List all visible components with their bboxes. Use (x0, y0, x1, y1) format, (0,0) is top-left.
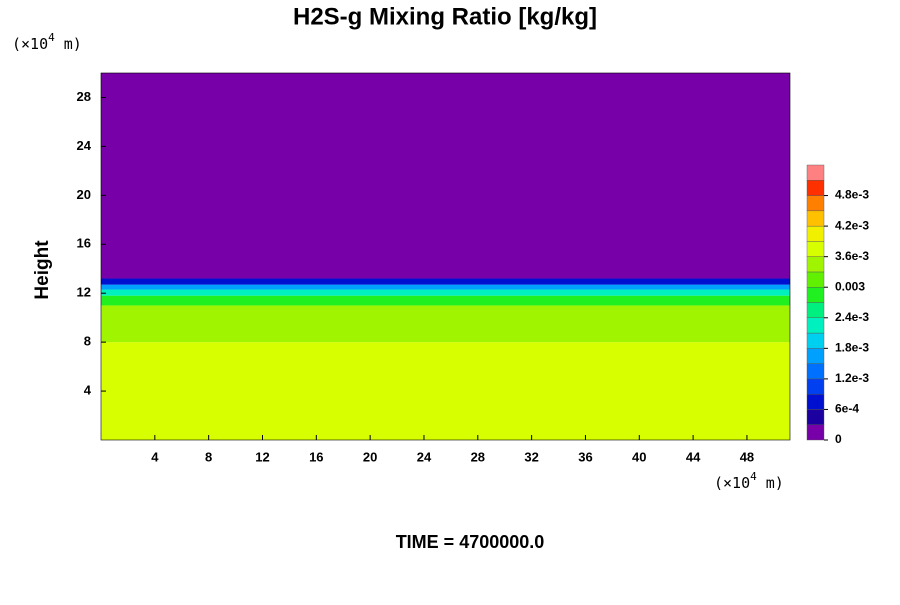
x-tick-label: 28 (471, 449, 485, 464)
y-axis-label: Height (32, 240, 53, 300)
colorbar-swatch (806, 348, 825, 364)
contour-band (101, 305, 790, 343)
unit-exp: 4 (750, 470, 757, 483)
colorbar-label: 0 (835, 432, 842, 446)
contour-band (101, 73, 790, 279)
y-tick-label: 28 (77, 89, 91, 104)
plot-frame (100, 72, 791, 441)
chart-title: H2S-g Mixing Ratio [kg/kg] (293, 3, 597, 30)
colorbar-label: 2.4e-3 (835, 310, 869, 324)
time-label: TIME = 4700000.0 (396, 532, 545, 552)
y-tick-label: 16 (77, 236, 91, 251)
x-tick-label: 36 (578, 449, 592, 464)
unit-exp: 4 (48, 31, 55, 44)
colorbar-swatch (806, 317, 825, 334)
unit-rest: m) (55, 35, 82, 53)
colorbar-label: 1.2e-3 (835, 371, 869, 385)
y-tick-label: 12 (77, 285, 91, 300)
unit-rest: m) (757, 474, 784, 492)
colorbar-swatch (806, 256, 825, 273)
y-tick-label: 20 (77, 187, 91, 202)
x-tick-label: 4 (151, 449, 159, 464)
colorbar-label: 1.8e-3 (835, 341, 869, 355)
colorbar-label: 4.2e-3 (835, 218, 869, 232)
x-tick-label: 8 (205, 449, 212, 464)
x-tick-label: 12 (255, 449, 269, 464)
colorbar-swatch (806, 287, 825, 303)
colorbar-swatch (806, 225, 825, 242)
x-unit: (×104 m) (714, 470, 784, 492)
x-tick-label: 32 (524, 449, 538, 464)
colorbar-swatch (806, 363, 825, 380)
contour-band (101, 289, 790, 296)
colorbar-swatch (806, 241, 825, 257)
contour-band (101, 278, 790, 285)
y-tick-label: 4 (84, 383, 92, 398)
colorbar-swatch (806, 409, 825, 425)
contour-band (101, 284, 790, 290)
colorbar-swatch (806, 378, 825, 395)
colorbar-swatch (806, 424, 825, 441)
x-tick-label: 48 (740, 449, 754, 464)
y-unit: (×104 m) (12, 31, 82, 53)
colorbar-swatch (806, 302, 825, 318)
colorbar-swatch (806, 332, 825, 349)
contour-band (101, 342, 790, 440)
colorbar-swatch (806, 164, 825, 181)
contour-band (101, 295, 790, 306)
colorbar-swatch (806, 195, 825, 212)
x-tick-label: 44 (686, 449, 701, 464)
colorbar-label: 4.8e-3 (835, 188, 869, 202)
x-tick-label: 40 (632, 449, 646, 464)
colorbar-label: 6e-4 (835, 402, 859, 416)
x-tick-label: 24 (417, 449, 432, 464)
unit-base: (×10 (12, 35, 48, 53)
y-tick-label: 24 (77, 138, 92, 153)
colorbar-swatch (806, 393, 825, 410)
colorbar-label: 3.6e-3 (835, 249, 869, 263)
x-tick-label: 16 (309, 449, 323, 464)
colorbar-swatch (806, 210, 825, 227)
colorbar-swatch (806, 271, 825, 288)
unit-base: (×10 (714, 474, 750, 492)
colorbar-swatch (806, 180, 825, 196)
x-tick-label: 20 (363, 449, 377, 464)
y-tick-label: 8 (84, 334, 91, 349)
colorbar-label: 0.003 (835, 279, 865, 293)
